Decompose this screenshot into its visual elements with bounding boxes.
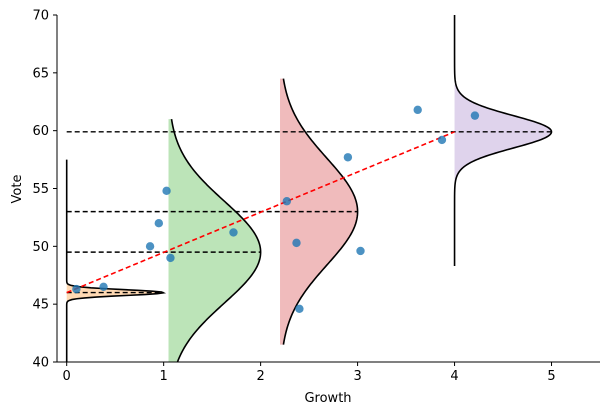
- regression-line: [66, 131, 455, 294]
- data-point: [343, 153, 353, 162]
- data-point: [229, 228, 238, 237]
- data-point: [437, 135, 447, 145]
- distribution-fill-3: [454, 84, 552, 182]
- y-tick-label: 50: [32, 240, 49, 255]
- y-ticks: 40 45 50 55 60 65 70: [32, 9, 57, 371]
- x-tick-label: 3: [353, 369, 361, 384]
- x-ticks: 0 1 2 3 4 5: [63, 362, 556, 384]
- y-tick-label: 45: [32, 298, 49, 313]
- distribution-curve-0: [65, 159, 167, 362]
- x-tick-label: 2: [256, 369, 264, 384]
- data-point: [154, 219, 164, 228]
- y-tick-label: 40: [32, 356, 49, 371]
- regression-line-group: [66, 131, 455, 294]
- data-point: [413, 105, 422, 115]
- data-point: [99, 282, 108, 292]
- x-tick-label: 4: [450, 369, 458, 384]
- data-point: [292, 238, 301, 248]
- x-tick-label: 1: [160, 369, 168, 384]
- y-tick-label: 60: [32, 124, 49, 139]
- distribution-curve-1: [170, 118, 262, 363]
- distribution-fills: [66, 78, 552, 362]
- data-points: [72, 105, 480, 313]
- data-point: [356, 246, 365, 256]
- data-point: [145, 242, 155, 251]
- y-tick-label: 65: [32, 66, 49, 81]
- x-tick-label: 0: [63, 369, 71, 384]
- x-tick-label: 5: [547, 369, 555, 384]
- y-tick-label: 70: [32, 9, 49, 24]
- y-axis-title: Vote: [10, 175, 25, 204]
- data-point: [282, 197, 292, 206]
- distribution-curves: [65, 15, 553, 363]
- x-axis-title: Growth: [304, 391, 351, 406]
- data-point: [166, 253, 175, 263]
- data-point: [162, 186, 171, 196]
- data-point: [72, 284, 81, 294]
- data-point: [470, 111, 480, 120]
- distribution-fill-1: [168, 119, 261, 362]
- y-tick-label: 55: [32, 182, 49, 197]
- data-point: [295, 304, 304, 313]
- distribution-curve-2: [282, 78, 359, 345]
- distribution-curve-3: [453, 15, 553, 266]
